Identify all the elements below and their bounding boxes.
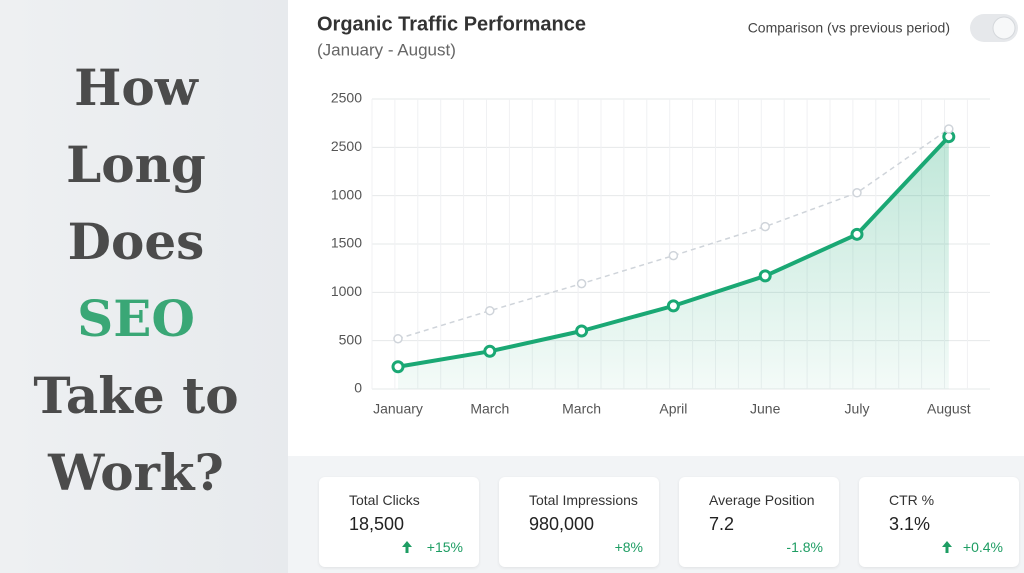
y-tick-label: 1000 <box>331 186 362 202</box>
chart-title: Organic Traffic Performance <box>317 13 586 35</box>
y-tick-label: 0 <box>354 380 362 396</box>
kpi-label: Average Position <box>709 492 815 508</box>
kpi-change: -1.8% <box>786 539 823 555</box>
point <box>944 124 954 134</box>
kpi-value: 7.2 <box>709 514 735 534</box>
point <box>850 227 864 241</box>
up-arrow <box>402 541 412 553</box>
x-tick-label: January <box>373 401 423 417</box>
x-tick-label: June <box>750 401 781 417</box>
point <box>485 305 495 316</box>
y-tick-label: 1500 <box>331 235 362 251</box>
x-tick-label: March <box>470 401 509 417</box>
kpi-card: Total Impressions 980,000 +8% <box>499 477 659 567</box>
headline-line: Does <box>67 212 205 271</box>
point <box>758 269 772 283</box>
point <box>668 250 679 261</box>
headline-line: Take to <box>33 366 239 425</box>
headline-line: How <box>74 58 198 117</box>
y-tick-label: 2500 <box>331 90 362 106</box>
up-arrow-shape <box>942 541 952 553</box>
y-tick-label: 500 <box>339 331 363 347</box>
x-tick-label: July <box>845 401 870 417</box>
chart-subtitle: (January - August) <box>317 40 456 59</box>
headline-line: SEO <box>77 289 195 348</box>
point <box>760 221 770 232</box>
x-tick-label: August <box>927 401 971 417</box>
headline-panel: How Long Does SEO Take to Work? <box>0 0 288 573</box>
kpi-card: Average Position 7.2 -1.8% <box>679 477 839 567</box>
y-tick-label: 1000 <box>331 283 362 299</box>
kpi-label: Total Clicks <box>349 492 420 508</box>
kpi-change: +0.4% <box>962 539 1003 555</box>
point <box>666 299 680 313</box>
kpi-card: CTR % 3.1% +0.4% <box>859 477 1019 567</box>
headline-line: Long <box>66 135 206 194</box>
y-tick-label: 2500 <box>331 138 362 154</box>
kpi-label: CTR % <box>889 492 935 508</box>
area <box>398 136 949 389</box>
point <box>483 344 497 358</box>
kpi-change: +15% <box>426 539 463 555</box>
toggle-knob <box>992 16 1016 40</box>
chart: Organic Traffic Performance (January - A… <box>317 13 1018 417</box>
up-arrow-shape <box>402 541 412 553</box>
x-tick-label: April <box>659 401 687 417</box>
kpi-value: 3.1% <box>889 514 931 534</box>
point <box>576 278 587 289</box>
point <box>852 188 862 198</box>
point <box>393 333 403 344</box>
kpi-card: Total Clicks 18,500 +15% <box>319 477 479 567</box>
headline-line: Work? <box>48 443 224 502</box>
up-arrow <box>942 541 952 553</box>
kpi-value: 980,000 <box>529 514 595 534</box>
point <box>391 360 405 374</box>
kpi-value: 18,500 <box>349 514 405 534</box>
kpi-change: +8% <box>614 539 643 555</box>
toggle-label[interactable]: Comparison (vs previous period) <box>748 20 950 36</box>
x-tick-label: March <box>562 401 601 417</box>
kpi-label: Total Impressions <box>529 492 638 508</box>
point <box>575 324 589 338</box>
